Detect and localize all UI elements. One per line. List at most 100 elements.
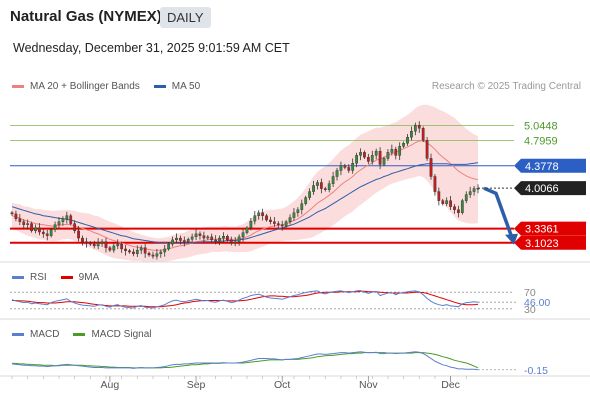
timeframe-badge[interactable]: DAILY (160, 7, 211, 28)
candle (449, 195, 452, 210)
candle (233, 236, 237, 247)
candle (453, 204, 456, 214)
level-tag-5.0448-text: 5.0448 (524, 120, 558, 132)
candle-body (363, 152, 366, 158)
ma50-legend-label: MA 50 (171, 81, 201, 92)
rsi-legend: RSI 9MA (12, 272, 99, 283)
candle-body (312, 185, 315, 192)
candle-body (182, 240, 186, 242)
level-tag-3.3361-box (514, 221, 586, 236)
candle (351, 158, 355, 174)
candle (100, 239, 104, 247)
candle (139, 245, 143, 255)
candle-body (171, 239, 174, 245)
candle-body (316, 182, 319, 186)
candle-body (280, 224, 284, 227)
candle-body (464, 194, 468, 201)
candle-body (327, 183, 331, 190)
candle (347, 164, 351, 173)
candle (57, 217, 61, 229)
candle-body (339, 165, 343, 171)
candle-body (417, 124, 421, 129)
candle-body (124, 248, 127, 251)
candle (296, 207, 300, 217)
candle (406, 133, 409, 146)
candle (394, 146, 398, 160)
candle (143, 243, 147, 258)
candle-body (34, 227, 37, 232)
candle-body (257, 212, 261, 216)
candle (190, 233, 194, 242)
candle (218, 235, 221, 246)
candle-body (241, 232, 245, 238)
candle (339, 161, 343, 176)
candle (366, 153, 370, 164)
candle-body (457, 209, 460, 213)
candle (22, 219, 26, 229)
candle (45, 229, 49, 241)
candle (386, 149, 390, 161)
instrument-title: Natural Gas (NYMEX) (10, 8, 162, 25)
candle (370, 150, 374, 165)
candle (237, 234, 241, 246)
candle-body (413, 124, 417, 132)
candle-body (222, 236, 225, 239)
candle (10, 210, 14, 216)
candle (280, 220, 284, 231)
candle (437, 187, 441, 206)
candle-body (53, 224, 57, 230)
candle-body (323, 188, 327, 190)
candle-body (175, 237, 178, 241)
macd-line (11, 351, 479, 371)
candle (96, 238, 100, 250)
ma20-legend-label: MA 20 + Bollinger Bands (30, 81, 140, 92)
candle (194, 229, 198, 241)
candle-body (10, 212, 14, 215)
candle-body (441, 200, 445, 204)
candle-body (386, 152, 390, 159)
candle (124, 244, 127, 256)
candle (186, 237, 190, 244)
candle (241, 228, 245, 242)
candle (53, 221, 57, 233)
candle (429, 153, 433, 180)
candle-body (61, 218, 65, 222)
candle-body (128, 250, 131, 253)
candle (288, 214, 292, 225)
candle-body (331, 176, 335, 184)
candle (104, 237, 108, 253)
candle (472, 186, 476, 196)
candle-body (30, 223, 33, 232)
level-tag-3.3361-text: 3.3361 (525, 224, 559, 236)
candle-body (429, 158, 433, 177)
candle (327, 180, 331, 193)
candle (272, 217, 276, 227)
candle-body (304, 197, 308, 204)
level-tag-4.7959: 4.7959 (524, 136, 558, 148)
candle-body (425, 140, 429, 159)
candle (175, 233, 178, 244)
candle (284, 219, 288, 228)
candle-body (85, 241, 88, 244)
candle (460, 198, 464, 215)
candle-body (143, 247, 147, 254)
candle-body (233, 241, 237, 244)
candle (120, 241, 124, 253)
candle (257, 210, 261, 220)
candle (359, 148, 362, 161)
macd-legend: MACD MACD Signal (12, 329, 151, 340)
candle (312, 180, 315, 195)
candle (245, 226, 249, 235)
candle-body (22, 221, 26, 225)
candle-body (139, 247, 143, 251)
candle (335, 167, 339, 181)
candle (85, 237, 88, 248)
candle (398, 142, 402, 161)
x-label-nov: Nov (359, 379, 378, 391)
candle (88, 241, 92, 246)
candle (135, 245, 139, 258)
candle-body (390, 149, 394, 153)
level-tag-3.1023-text: 3.1023 (525, 238, 559, 250)
candle (108, 245, 112, 252)
candle (363, 150, 366, 159)
